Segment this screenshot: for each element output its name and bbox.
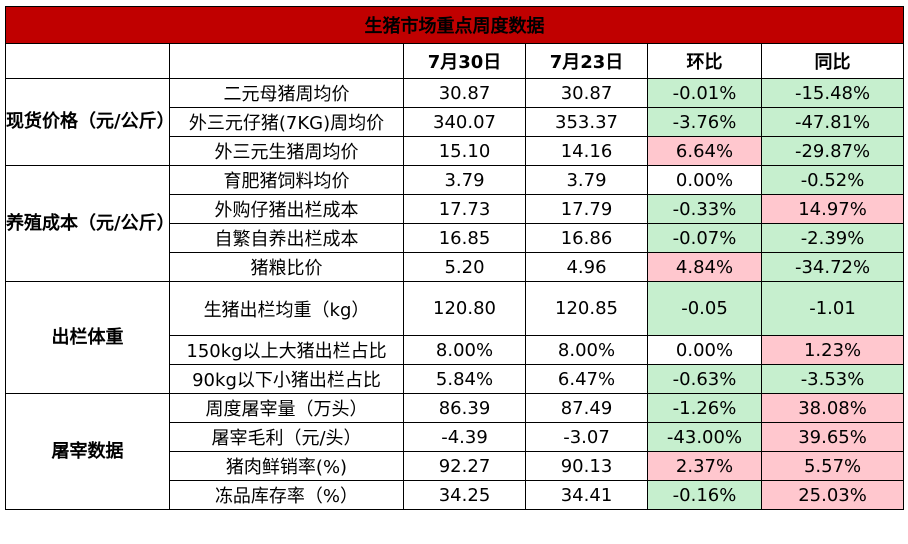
yoy-change-cell: -15.48% [760, 78, 905, 108]
wow-change-cell: -0.01% [647, 78, 762, 108]
table-row: 自繁自养出栏成本 16.85 16.86 -0.07% -2.39% [6, 223, 905, 253]
table-row: 外购仔猪出栏成本 17.73 17.79 -0.33% 14.97% [6, 194, 905, 224]
header-cell-previous-week: 7月23日 [525, 43, 648, 79]
wow-change-cell: -0.07% [647, 223, 762, 253]
yoy-change-cell: 1.23% [760, 335, 905, 365]
previous-value-cell: -3.07 [525, 422, 648, 452]
wow-change-cell: 2.37% [647, 451, 762, 481]
table-body: 现货价格（元/公斤） 二元母猪周均价 30.87 30.87 -0.01% -15.48%… [5, 78, 905, 510]
table-row: 屠宰数据 周度屠宰量（万头） 86.39 87.49 -1.26% 38.08% [5, 393, 905, 510]
yoy-change-cell: -1.01 [760, 281, 905, 336]
current-value-cell: 92.27 [403, 451, 526, 481]
current-value-cell: 16.85 [403, 223, 526, 253]
header-cell-current-week: 7月30日 [403, 43, 526, 79]
previous-value-cell: 90.13 [525, 451, 648, 481]
previous-value-cell: 8.00% [525, 335, 648, 365]
item-cell: 外购仔猪出栏成本 [169, 194, 404, 224]
item-cell: 90kg以下小猪出栏占比 [169, 364, 404, 394]
previous-value-cell: 3.79 [525, 165, 648, 195]
item-cell: 猪肉鲜销率(%) [169, 451, 404, 481]
yoy-change-cell: 5.57% [760, 451, 905, 481]
previous-value-cell: 30.87 [525, 78, 648, 108]
yoy-change-cell: 39.65% [760, 422, 905, 452]
table-row: 90kg以下小猪出栏占比 5.84% 6.47% -0.63% -3.53% [6, 364, 905, 394]
previous-value-cell: 120.85 [525, 281, 648, 336]
table-row: 猪粮比价 5.20 4.96 4.84% -34.72% [6, 252, 905, 282]
wow-change-cell: 6.64% [647, 136, 762, 166]
yoy-change-cell: -34.72% [760, 252, 905, 282]
header-row: 7月30日 7月23日 环比 同比 [5, 43, 905, 79]
current-value-cell: 5.84% [403, 364, 526, 394]
wow-change-cell: -0.33% [647, 194, 762, 224]
previous-value-cell: 17.79 [525, 194, 648, 224]
yoy-change-cell: -0.52% [760, 165, 905, 195]
yoy-change-cell: -47.81% [760, 107, 905, 137]
wow-change-cell: -1.26% [647, 393, 762, 423]
table-row: 养殖成本（元/公斤） 育肥猪饲料均价 3.79 3.79 0.00% -0.52% [5, 165, 905, 282]
item-cell: 生猪出栏均重（kg） [169, 281, 404, 336]
current-value-cell: 15.10 [403, 136, 526, 166]
previous-value-cell: 16.86 [525, 223, 648, 253]
current-value-cell: 8.00% [403, 335, 526, 365]
wow-change-cell: -0.63% [647, 364, 762, 394]
previous-value-cell: 4.96 [525, 252, 648, 282]
item-cell: 外三元仔猪(7KG)周均价 [169, 107, 404, 137]
item-cell: 冻品库存率（%） [169, 480, 404, 510]
current-value-cell: 30.87 [403, 78, 526, 108]
yoy-change-cell: -2.39% [760, 223, 905, 253]
current-value-cell: 340.07 [403, 107, 526, 137]
category-cell: 养殖成本（元/公斤） [5, 165, 170, 282]
yoy-change-cell: -3.53% [760, 364, 905, 394]
item-cell: 育肥猪饲料均价 [169, 165, 404, 195]
current-value-cell: 120.80 [403, 281, 526, 336]
table-row: 出栏体重 生猪出栏均重（kg） 120.80 120.85 -0.05 -1.01 [5, 281, 905, 394]
previous-value-cell: 6.47% [525, 364, 648, 394]
wow-change-cell: 0.00% [647, 335, 762, 365]
item-cell: 自繁自养出栏成本 [169, 223, 404, 253]
wow-change-cell: -0.16% [647, 480, 762, 510]
table-row: 冻品库存率（%） 34.25 34.41 -0.16% 25.03% [6, 480, 905, 510]
category-cell: 现货价格（元/公斤） [5, 78, 170, 166]
current-value-cell: 3.79 [403, 165, 526, 195]
yoy-change-cell: -29.87% [760, 136, 905, 166]
item-cell: 二元母猪周均价 [169, 78, 404, 108]
header-cell-year-over-year: 同比 [760, 43, 905, 79]
yoy-change-cell: 38.08% [760, 393, 905, 423]
table-row: 外三元生猪周均价 15.10 14.16 6.64% -29.87% [6, 136, 905, 166]
current-value-cell: 5.20 [403, 252, 526, 282]
category-cell: 屠宰数据 [5, 393, 170, 510]
item-cell: 外三元生猪周均价 [169, 136, 404, 166]
header-cell-item [169, 43, 404, 79]
previous-value-cell: 87.49 [525, 393, 648, 423]
table-row: 猪肉鲜销率(%) 92.27 90.13 2.37% 5.57% [6, 451, 905, 481]
item-cell: 150kg以上大猪出栏占比 [169, 335, 404, 365]
header-cell-week-over-week: 环比 [647, 43, 762, 79]
wow-change-cell: 0.00% [647, 165, 762, 195]
wow-change-cell: 4.84% [647, 252, 762, 282]
wow-change-cell: -3.76% [647, 107, 762, 137]
table-row: 现货价格（元/公斤） 二元母猪周均价 30.87 30.87 -0.01% -15.48% [5, 78, 905, 166]
category-cell: 出栏体重 [5, 281, 170, 394]
previous-value-cell: 14.16 [525, 136, 648, 166]
yoy-change-cell: 25.03% [760, 480, 905, 510]
previous-value-cell: 34.41 [525, 480, 648, 510]
current-value-cell: -4.39 [403, 422, 526, 452]
header-cell-category [5, 43, 170, 79]
table-row: 外三元仔猪(7KG)周均价 340.07 353.37 -3.76% -47.81% [6, 107, 905, 137]
yoy-change-cell: 14.97% [760, 194, 905, 224]
item-cell: 屠宰毛利（元/头） [169, 422, 404, 452]
wow-change-cell: -0.05 [647, 281, 762, 336]
table-row: 150kg以上大猪出栏占比 8.00% 8.00% 0.00% 1.23% [6, 335, 905, 365]
current-value-cell: 86.39 [403, 393, 526, 423]
current-value-cell: 17.73 [403, 194, 526, 224]
current-value-cell: 34.25 [403, 480, 526, 510]
item-cell: 周度屠宰量（万头） [169, 393, 404, 423]
item-cell: 猪粮比价 [169, 252, 404, 282]
previous-value-cell: 353.37 [525, 107, 648, 137]
table-title: 生猪市场重点周度数据 [4, 6, 905, 44]
pig-market-weekly-table: 生猪市场重点周度数据 7月30日 7月23日 环比 同比 现货价格（元/公斤）二… [4, 6, 905, 510]
wow-change-cell: -43.00% [647, 422, 762, 452]
